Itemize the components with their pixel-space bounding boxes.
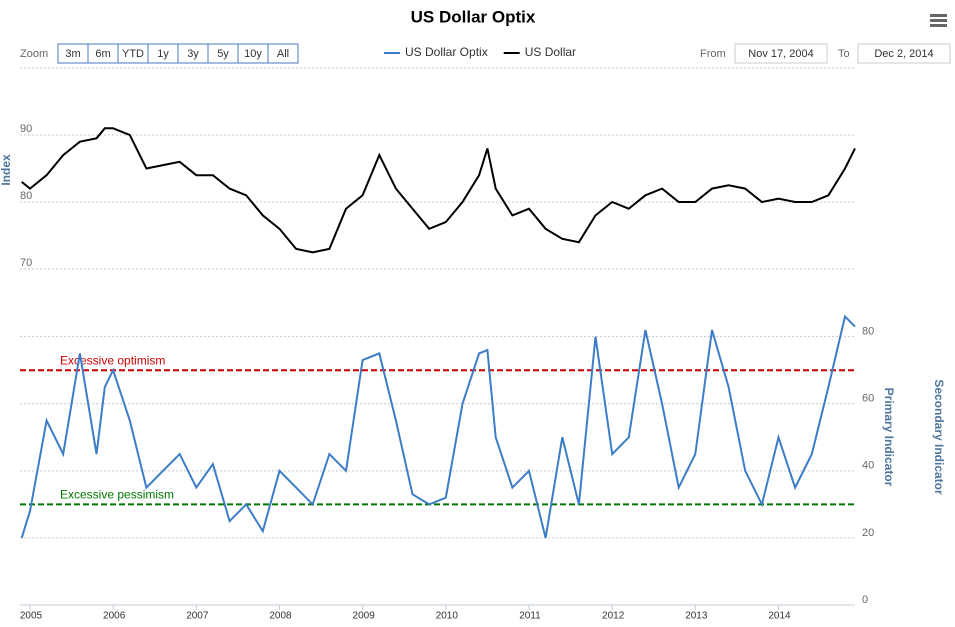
- y-tick-label: 80: [20, 190, 32, 202]
- zoom-button-label: All: [277, 48, 289, 60]
- y-tick-label: 70: [20, 257, 32, 269]
- to-input[interactable]: [857, 43, 951, 64]
- menu-bar: [930, 24, 947, 27]
- from-label: From: [700, 48, 726, 60]
- zoom-button-label: 3y: [187, 48, 199, 60]
- x-tick-label: 2005: [20, 611, 43, 622]
- series-line: [21, 127, 856, 254]
- x-tick-label: 2008: [269, 611, 292, 622]
- y2-tick-label: 40: [862, 460, 874, 472]
- y2-axis-title: Secondary Indicator: [932, 379, 946, 495]
- zoom-button-label: 1y: [157, 48, 169, 60]
- to-value: Dec 2, 2014: [874, 48, 933, 60]
- plot-line-label: Excessive pessimism: [60, 488, 174, 502]
- legend-label: US Dollar Optix: [405, 45, 488, 59]
- from-input[interactable]: [734, 43, 828, 64]
- zoom-button-label: 5y: [217, 48, 229, 60]
- x-tick-label: 2013: [685, 611, 708, 622]
- menu-bar: [930, 14, 947, 17]
- x-tick-label: 2009: [353, 611, 376, 622]
- to-label: To: [838, 48, 850, 60]
- zoom-button-label: 6m: [95, 48, 110, 60]
- from-value: Nov 17, 2004: [748, 48, 813, 60]
- x-tick-label: 2006: [103, 611, 126, 622]
- y2-tick-label: 20: [862, 527, 874, 539]
- chart-title: US Dollar Optix: [411, 7, 536, 26]
- series-line: [20, 314, 856, 539]
- zoom-label: Zoom: [20, 48, 48, 60]
- plot-line-label: Excessive optimism: [60, 353, 165, 367]
- x-tick-label: 2011: [519, 611, 541, 622]
- zoom-button-label: 10y: [244, 48, 262, 60]
- x-tick-label: 2010: [436, 611, 459, 622]
- y-tick-label: 90: [20, 123, 32, 135]
- x-tick-label: 2007: [186, 611, 209, 622]
- zoom-button-label: YTD: [122, 48, 144, 60]
- y2-axis-title: Primary Indicator: [882, 388, 896, 487]
- y2-tick-label: 80: [862, 326, 874, 338]
- zoom-button[interactable]: [267, 43, 299, 64]
- x-tick-label: 2014: [768, 611, 791, 622]
- menu-bar: [930, 19, 947, 22]
- legend-label: US Dollar: [525, 45, 576, 59]
- y2-tick-label: 60: [862, 393, 874, 405]
- menu-button[interactable]: [930, 14, 947, 27]
- y-axis-title: Index: [0, 154, 13, 186]
- zoom-button-label: 3m: [65, 48, 80, 60]
- x-tick-label: 2012: [602, 611, 625, 622]
- y2-tick-label: 0: [862, 594, 868, 606]
